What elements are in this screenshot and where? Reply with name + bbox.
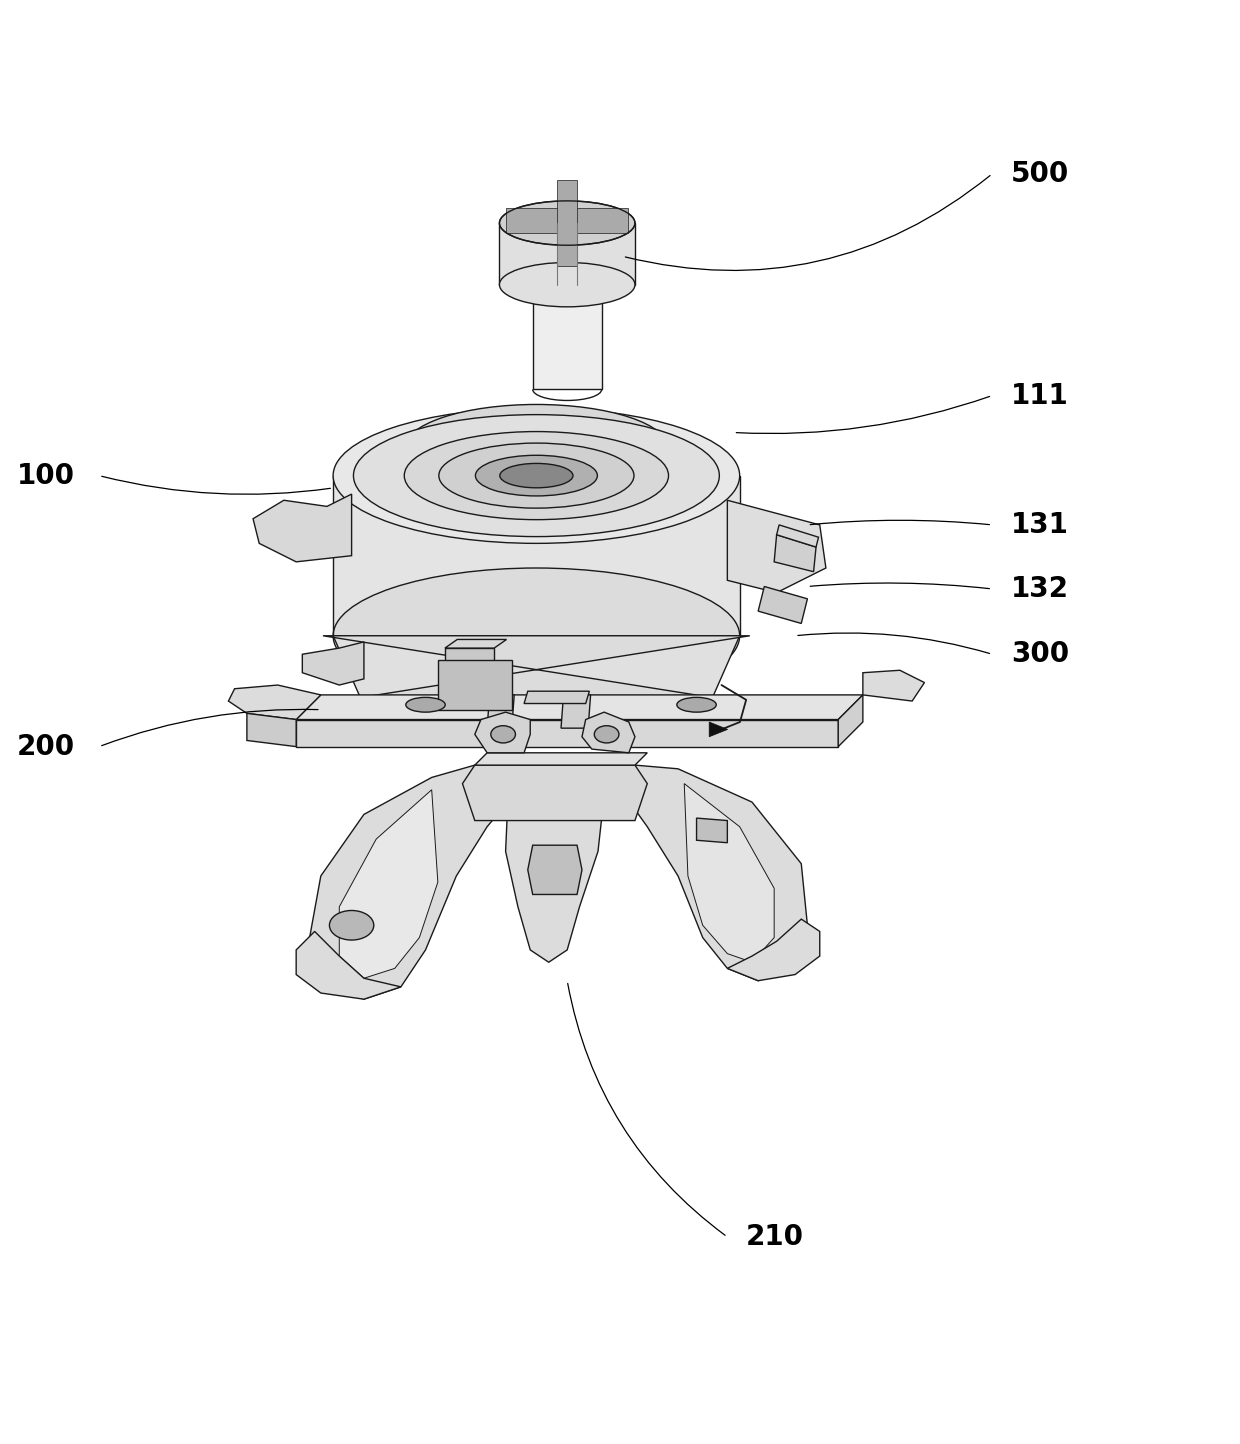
Ellipse shape	[475, 455, 598, 495]
Ellipse shape	[405, 697, 445, 712]
Polygon shape	[228, 684, 321, 719]
Polygon shape	[247, 713, 296, 747]
Text: 111: 111	[1011, 381, 1069, 410]
Polygon shape	[528, 845, 582, 894]
Polygon shape	[728, 920, 820, 980]
Polygon shape	[445, 648, 495, 692]
Polygon shape	[303, 643, 363, 684]
Text: 300: 300	[1011, 640, 1069, 669]
Ellipse shape	[334, 407, 740, 543]
Polygon shape	[525, 692, 589, 703]
Polygon shape	[728, 500, 826, 592]
Polygon shape	[463, 765, 647, 820]
Polygon shape	[616, 765, 807, 980]
Polygon shape	[560, 695, 590, 728]
Ellipse shape	[491, 726, 516, 744]
Polygon shape	[774, 534, 816, 572]
Polygon shape	[838, 695, 863, 747]
Polygon shape	[438, 660, 512, 709]
Text: 500: 500	[1011, 160, 1069, 188]
Text: 210: 210	[745, 1223, 804, 1251]
Polygon shape	[500, 222, 635, 284]
Polygon shape	[322, 635, 750, 728]
Polygon shape	[475, 752, 647, 765]
Text: 131: 131	[1011, 511, 1069, 539]
Polygon shape	[487, 695, 515, 728]
Polygon shape	[697, 819, 728, 843]
Text: 100: 100	[16, 462, 74, 490]
Polygon shape	[758, 586, 807, 624]
Polygon shape	[506, 765, 604, 962]
Polygon shape	[582, 712, 635, 752]
Ellipse shape	[404, 404, 668, 492]
Ellipse shape	[439, 443, 634, 508]
Polygon shape	[533, 284, 601, 390]
Polygon shape	[475, 712, 531, 752]
Ellipse shape	[500, 201, 635, 245]
Ellipse shape	[677, 697, 717, 712]
Text: 132: 132	[1011, 575, 1069, 604]
Polygon shape	[296, 695, 863, 719]
Ellipse shape	[334, 567, 740, 703]
Polygon shape	[776, 524, 818, 547]
Ellipse shape	[353, 414, 719, 537]
Polygon shape	[296, 931, 401, 999]
Polygon shape	[404, 449, 668, 475]
Text: 200: 200	[16, 732, 74, 761]
Ellipse shape	[404, 432, 668, 520]
Polygon shape	[334, 475, 740, 635]
Polygon shape	[863, 670, 925, 700]
Ellipse shape	[500, 263, 635, 306]
Ellipse shape	[330, 911, 373, 940]
Polygon shape	[296, 719, 838, 747]
Polygon shape	[253, 494, 352, 562]
Ellipse shape	[594, 726, 619, 744]
Ellipse shape	[533, 273, 601, 296]
Polygon shape	[684, 784, 774, 962]
Polygon shape	[506, 208, 629, 232]
Polygon shape	[334, 635, 740, 728]
Polygon shape	[557, 180, 577, 266]
Ellipse shape	[500, 464, 573, 488]
Polygon shape	[309, 765, 518, 999]
Polygon shape	[709, 722, 728, 736]
Polygon shape	[340, 790, 438, 978]
Polygon shape	[445, 640, 506, 648]
